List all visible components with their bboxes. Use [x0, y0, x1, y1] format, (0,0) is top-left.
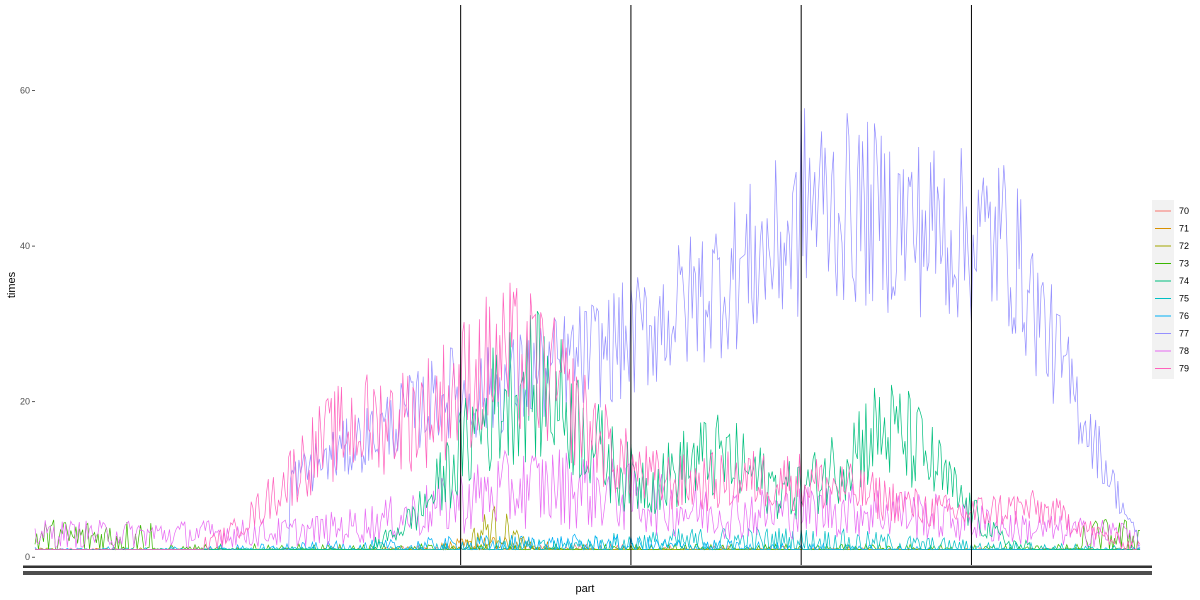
x-axis-title: part [576, 583, 595, 595]
legend-label-79: 79 [1179, 364, 1189, 374]
y-axis-title: times [6, 271, 18, 298]
legend-label-75: 75 [1179, 294, 1189, 304]
legend-key-background [1152, 200, 1174, 379]
legend-label-70: 70 [1179, 206, 1189, 216]
legend-label-78: 78 [1179, 346, 1189, 356]
legend-label-77: 77 [1179, 329, 1189, 339]
legend-label-71: 71 [1179, 224, 1189, 234]
series-line-74 [35, 310, 1140, 551]
legend-label-74: 74 [1179, 276, 1189, 286]
axis-layer: 0 20 40 60 [20, 86, 1152, 575]
series-line-78 [34, 449, 1141, 549]
y-tick-label: 20 [20, 397, 30, 407]
y-tick-label: 40 [20, 241, 30, 251]
x-tick-labels-overplotted [23, 571, 1152, 575]
x-tick-marks [23, 565, 1152, 568]
legend: 70 71 72 73 74 75 76 77 78 79 [1152, 200, 1189, 379]
series-layer [34, 108, 1141, 551]
vline-layer [460, 5, 972, 565]
series-line-79 [35, 282, 1141, 550]
y-tick-label: 0 [25, 552, 30, 562]
legend-label-72: 72 [1179, 241, 1189, 251]
series-line-76 [34, 533, 1141, 551]
legend-label-76: 76 [1179, 311, 1189, 321]
legend-label-73: 73 [1179, 259, 1189, 269]
y-tick-label: 60 [20, 86, 30, 96]
